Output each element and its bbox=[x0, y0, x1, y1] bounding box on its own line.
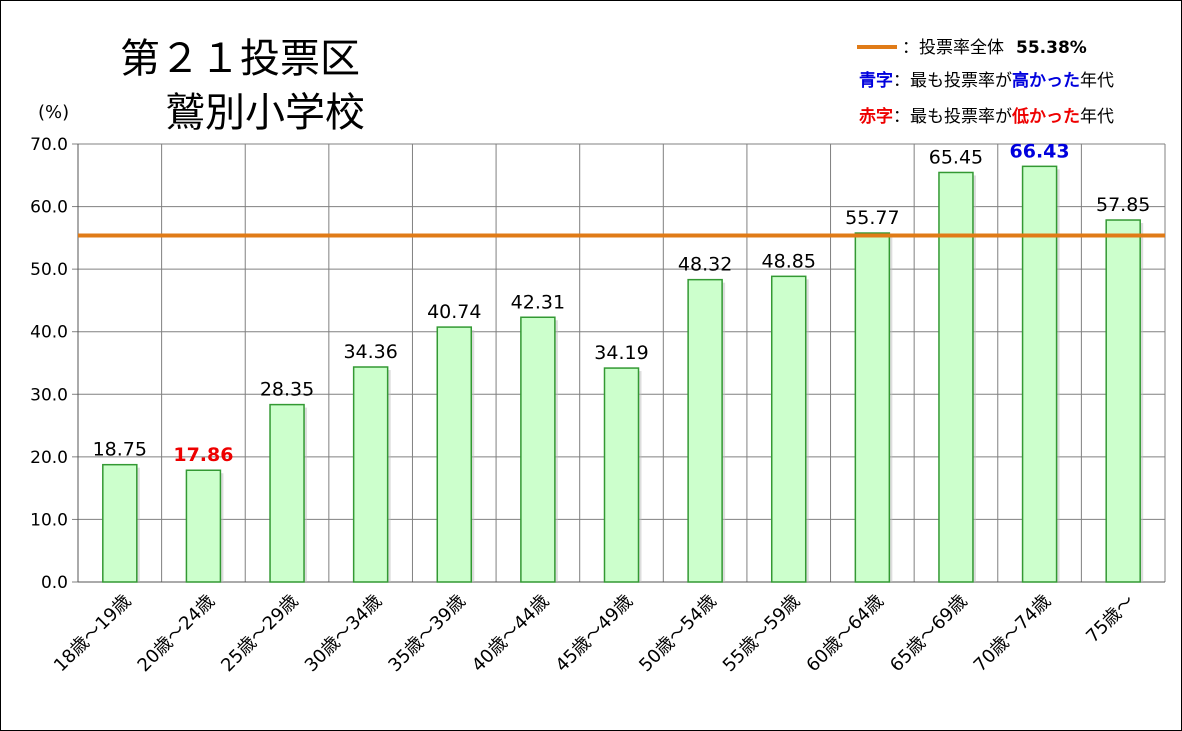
y-tick-label: 10.0 bbox=[30, 510, 68, 530]
bar bbox=[770, 275, 807, 583]
x-tick-label: 65歳～69歳 bbox=[886, 591, 971, 676]
data-label: 48.85 bbox=[762, 250, 816, 272]
x-tick-label: 55歳～59歳 bbox=[719, 591, 804, 676]
data-label: 34.19 bbox=[594, 342, 648, 364]
x-tick-label: 35歳～39歳 bbox=[384, 591, 469, 676]
bar bbox=[185, 469, 222, 583]
chart-title-line2: 鷲別小学校 bbox=[165, 90, 365, 136]
x-tick-label: 50歳～54歳 bbox=[635, 591, 720, 676]
y-axis-unit-label: (%) bbox=[38, 102, 69, 123]
legend-blue-pre: ：最も投票率が bbox=[893, 71, 1012, 91]
bar bbox=[1105, 219, 1141, 583]
y-tick-label: 30.0 bbox=[30, 385, 68, 405]
grid-lines bbox=[72, 143, 1166, 583]
x-tick-labels: 18歳～19歳20歳～24歳25歳～29歳30歳～34歳35歳～39歳40歳～4… bbox=[50, 591, 1139, 676]
legend-blue-emph: 高かった bbox=[1012, 70, 1080, 91]
bar bbox=[436, 326, 473, 583]
legend-red-pre: ：最も投票率が bbox=[893, 107, 1012, 127]
y-tick-label: 70.0 bbox=[30, 135, 68, 155]
data-label: 55.77 bbox=[845, 207, 899, 229]
x-tick-label: 18歳～19歳 bbox=[50, 591, 135, 676]
legend-line-value: 55.38% bbox=[1016, 38, 1087, 58]
legend-red-key: 赤字 bbox=[859, 106, 893, 127]
bar bbox=[102, 463, 138, 583]
bar bbox=[854, 232, 891, 583]
y-tick-labels: 0.0 10.0 20.0 30.0 40.0 50.0 60.0 70.0 bbox=[30, 135, 68, 593]
x-tick-label: 40歳～44歳 bbox=[468, 591, 553, 676]
data-labels: 18.75 17.86 28.35 34.36 40.74 42.31 34.19 48.32… bbox=[93, 140, 1151, 466]
x-tick-label: 20歳～24歳 bbox=[134, 591, 219, 676]
data-label: 48.32 bbox=[678, 254, 732, 276]
bar bbox=[603, 367, 640, 583]
x-tick-label: 45歳～49歳 bbox=[552, 591, 637, 676]
legend-red-post: 年代 bbox=[1080, 107, 1114, 127]
bar bbox=[269, 403, 305, 583]
data-label: 65.45 bbox=[929, 146, 983, 168]
y-tick-label: 50.0 bbox=[30, 260, 68, 280]
legend-blue-key: 青字 bbox=[859, 70, 893, 91]
legend-blue-post: 年代 bbox=[1080, 71, 1114, 91]
bar bbox=[1021, 165, 1058, 583]
legend-line-text: ：投票率全体 55.38% bbox=[902, 38, 1087, 58]
chart-title-line1: 第２１投票区 bbox=[120, 36, 360, 82]
bar bbox=[687, 278, 723, 583]
legend-red-emph: 低かった bbox=[1011, 106, 1080, 127]
bar bbox=[938, 171, 974, 583]
data-label: 42.31 bbox=[511, 291, 565, 313]
y-tick-label: 0.0 bbox=[41, 573, 68, 593]
data-label: 28.35 bbox=[260, 379, 314, 401]
x-tick-label: 75歳～ bbox=[1082, 591, 1139, 648]
legend-line-label: ：投票率全体 bbox=[902, 38, 1004, 58]
legend-blue-text: 青字：最も投票率が高かった年代 bbox=[859, 70, 1114, 91]
bar bbox=[352, 366, 389, 583]
data-label: 57.85 bbox=[1096, 194, 1150, 216]
data-label: 34.36 bbox=[343, 341, 397, 363]
x-tick-label: 70歳～74歳 bbox=[970, 591, 1055, 676]
y-tick-label: 20.0 bbox=[30, 448, 68, 468]
data-label: 40.74 bbox=[427, 301, 481, 323]
data-label: 66.43 bbox=[1010, 140, 1070, 162]
x-tick-label: 30歳～34歳 bbox=[301, 591, 386, 676]
x-tick-label: 60歳～64歳 bbox=[802, 591, 887, 676]
bar bbox=[520, 316, 556, 583]
y-tick-label: 40.0 bbox=[30, 323, 68, 343]
y-tick-label: 60.0 bbox=[30, 198, 68, 218]
data-label: 18.75 bbox=[93, 439, 147, 461]
legend: ：投票率全体 55.38% 青字：最も投票率が高かった年代 赤字：最も投票率が低か… bbox=[857, 38, 1114, 127]
x-tick-label: 25歳～29歳 bbox=[217, 591, 302, 676]
data-label: 17.86 bbox=[173, 444, 233, 466]
legend-red-text: 赤字：最も投票率が低かった年代 bbox=[859, 106, 1114, 127]
